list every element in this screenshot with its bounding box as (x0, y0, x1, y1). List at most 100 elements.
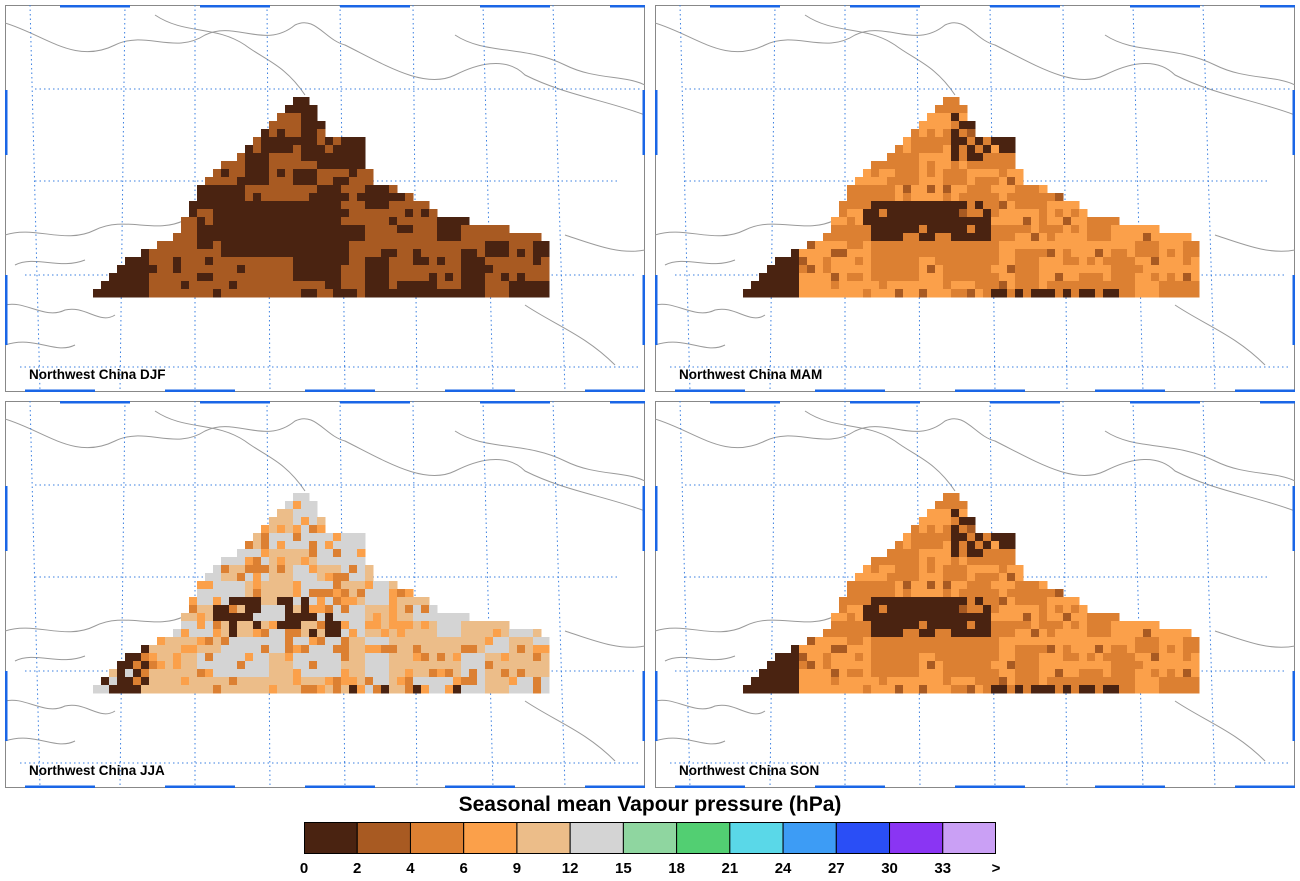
data-cell (871, 589, 880, 598)
data-cell (293, 153, 302, 162)
data-cell (333, 273, 342, 282)
data-cell (1055, 225, 1064, 234)
data-cell (1023, 249, 1032, 258)
data-cell (221, 193, 230, 202)
data-cell (509, 645, 518, 654)
data-cell (373, 605, 382, 614)
data-cell (477, 257, 486, 266)
data-cell (405, 669, 414, 678)
data-cell (959, 257, 968, 266)
data-cell (301, 685, 310, 694)
data-cell (951, 209, 960, 218)
data-cell (847, 685, 856, 694)
data-cell (397, 201, 406, 210)
data-cell (293, 193, 302, 202)
data-cell (871, 249, 880, 258)
data-cell (863, 677, 872, 686)
data-cell (141, 669, 150, 678)
data-cell (469, 669, 478, 678)
data-cell (871, 565, 880, 574)
data-cell (991, 661, 1000, 670)
data-cell (983, 209, 992, 218)
data-cell (1063, 281, 1072, 290)
data-cell (831, 653, 840, 662)
data-cell (1007, 565, 1016, 574)
data-cell (421, 217, 430, 226)
data-cell (943, 573, 952, 582)
data-cell (1071, 629, 1080, 638)
data-cell (293, 525, 302, 534)
data-cell (879, 629, 888, 638)
data-cell (461, 613, 470, 622)
data-cell (1111, 637, 1120, 646)
data-cell (269, 581, 278, 590)
data-cell (485, 265, 494, 274)
data-cell (453, 637, 462, 646)
data-cell (421, 233, 430, 242)
data-cell (285, 153, 294, 162)
data-cell (317, 549, 326, 558)
data-cell (253, 137, 262, 146)
data-cell (197, 621, 206, 630)
data-cell (943, 613, 952, 622)
data-cell (261, 201, 270, 210)
data-cell (437, 669, 446, 678)
data-cell (437, 645, 446, 654)
data-cell (141, 289, 150, 298)
data-cell (349, 581, 358, 590)
data-cell (333, 549, 342, 558)
data-cell (991, 565, 1000, 574)
data-cell (839, 645, 848, 654)
data-cell (855, 589, 864, 598)
data-cell (1015, 209, 1024, 218)
data-cell (325, 637, 334, 646)
data-cell (879, 281, 888, 290)
data-cell (357, 541, 366, 550)
data-cell (919, 565, 928, 574)
data-cell (221, 589, 230, 598)
data-cell (525, 637, 534, 646)
data-cell (903, 225, 912, 234)
data-cell (1159, 685, 1168, 694)
data-cell (269, 137, 278, 146)
data-cell (831, 257, 840, 266)
data-cell (381, 281, 390, 290)
data-cell (879, 597, 888, 606)
data-cell (927, 265, 936, 274)
data-cell (197, 685, 206, 694)
data-cell (871, 557, 880, 566)
data-cell (349, 645, 358, 654)
data-cell (341, 249, 350, 258)
data-cell (1159, 677, 1168, 686)
data-cell (477, 233, 486, 242)
data-cell (389, 217, 398, 226)
data-cell (1135, 273, 1144, 282)
data-cell (237, 581, 246, 590)
data-cell (421, 677, 430, 686)
data-cell (1095, 637, 1104, 646)
data-cell (807, 677, 816, 686)
data-cell (301, 565, 310, 574)
data-cell (413, 225, 422, 234)
data-cell (991, 233, 1000, 242)
data-cell (991, 209, 1000, 218)
map-panel-jja: Northwest China JJA (5, 401, 645, 788)
data-cell (1039, 597, 1048, 606)
data-cell (935, 677, 944, 686)
data-cell (341, 265, 350, 274)
data-cell (863, 589, 872, 598)
data-cell (229, 161, 238, 170)
data-cell (919, 605, 928, 614)
data-cell (1055, 249, 1064, 258)
panel-title-mam: Northwest China MAM (679, 367, 823, 382)
data-cell (1055, 613, 1064, 622)
data-cell (847, 193, 856, 202)
data-cell (1055, 629, 1064, 638)
data-cell (261, 289, 270, 298)
data-cell (1007, 677, 1016, 686)
data-cell (815, 265, 824, 274)
data-cell (133, 661, 142, 670)
data-cell (767, 273, 776, 282)
data-cell (277, 573, 286, 582)
data-cell (999, 193, 1008, 202)
